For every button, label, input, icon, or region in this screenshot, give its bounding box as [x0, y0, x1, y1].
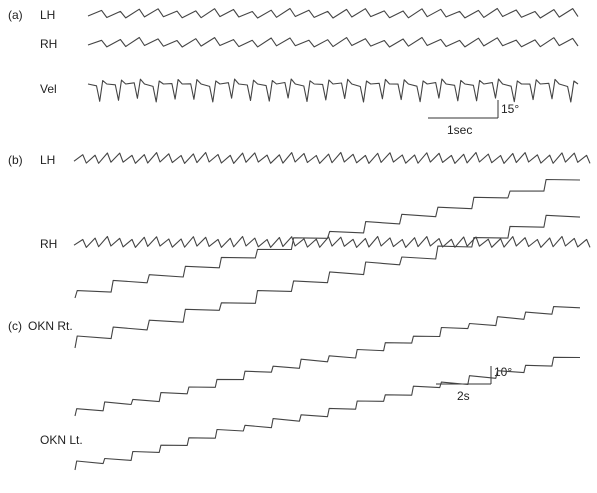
panel-b-tag: (b): [8, 153, 23, 167]
panel-c-okn-lt-label: OKN Lt.: [40, 433, 83, 447]
panel-a: (a) LH RH Vel 15° 1sec: [8, 7, 579, 137]
panel-a-vel-trace: [87, 78, 579, 103]
panel-b: (b) LH RH: [8, 151, 591, 251]
panel-c: (c) OKN Rt. 10° 2s OKN Lt.: [8, 178, 581, 471]
panel-b-rh-label: RH: [40, 237, 57, 251]
panel-a-rh-trace: [87, 36, 579, 48]
panel-a-rh-label: RH: [40, 37, 57, 51]
panel-c-trace-3: [74, 306, 581, 417]
panel-a-lh-label: LH: [40, 8, 55, 22]
panel-b-lh-trace: [73, 151, 591, 164]
panel-b-lh-label: LH: [40, 153, 55, 167]
panel-a-scale-bar: 15° 1sec: [428, 100, 519, 137]
panel-c-okn-lt-trace: [74, 356, 581, 471]
panel-c-okn-rt-trace: [74, 214, 581, 349]
panel-a-lh-trace: [87, 7, 579, 19]
panel-a-vel-label: Vel: [40, 82, 57, 96]
panel-c-time-label: 2s: [457, 389, 470, 403]
panel-c-trace-1: [74, 178, 581, 299]
panel-c-tag: (c): [8, 319, 22, 333]
panel-c-okn-rt-label: OKN Rt.: [28, 319, 73, 333]
panel-a-amplitude-label: 15°: [501, 102, 519, 116]
panel-a-time-label: 1sec: [447, 123, 472, 137]
panel-c-scale-bar: 10° 2s: [436, 365, 512, 403]
panel-a-tag: (a): [8, 8, 23, 22]
panel-c-amplitude-label: 10°: [494, 365, 512, 379]
panel-b-rh-trace: [73, 235, 591, 248]
